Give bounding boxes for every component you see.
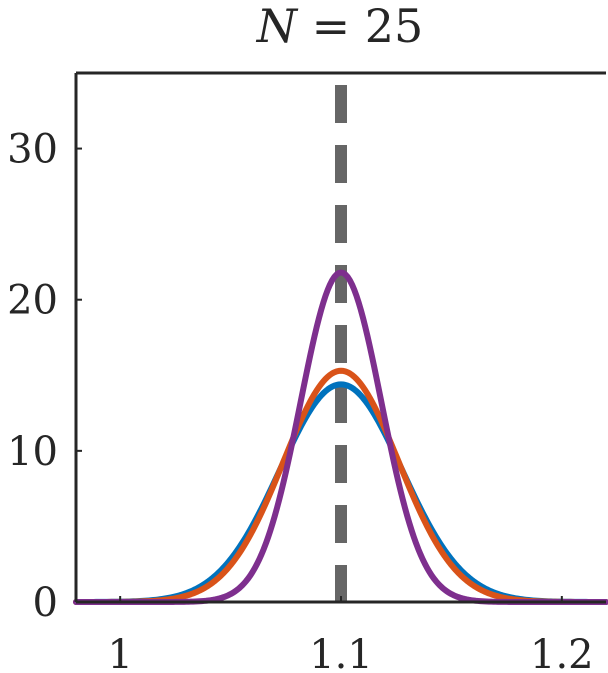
density-curves bbox=[73, 85, 608, 605]
x-tick-label: 1.2 bbox=[530, 632, 594, 673]
y-tick-label: 30 bbox=[7, 127, 58, 173]
title-value: = 25 bbox=[297, 0, 423, 53]
x-tick-label: 1.1 bbox=[309, 632, 373, 673]
chart-title: N = 25 bbox=[256, 0, 424, 53]
y-tick-label: 20 bbox=[7, 278, 58, 324]
x-axis: 1 1.1 1.2 bbox=[107, 596, 594, 673]
y-axis: 0 10 20 30 bbox=[7, 127, 82, 626]
y-tick-label: 10 bbox=[7, 429, 58, 475]
series-line-3 bbox=[73, 269, 608, 605]
y-tick-label: 0 bbox=[33, 580, 58, 626]
title-variable: N bbox=[256, 0, 299, 53]
x-tick-label: 1 bbox=[107, 632, 132, 673]
